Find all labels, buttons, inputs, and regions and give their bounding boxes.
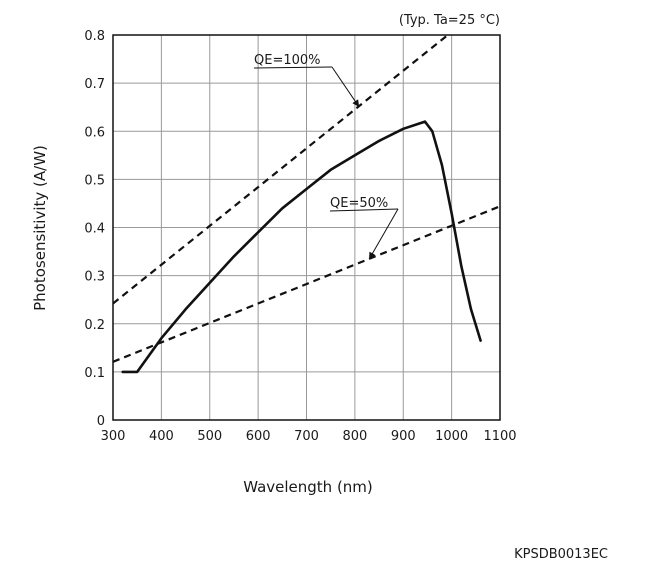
- x-tick-label: 800: [342, 429, 367, 444]
- y-tick-label: 0: [97, 414, 105, 429]
- photosensitivity-curve: [121, 120, 482, 374]
- x-tick-label: 400: [149, 429, 174, 444]
- x-tick-label: 500: [197, 429, 222, 444]
- x-axis-title: Wavelength (nm): [243, 478, 373, 496]
- x-tick-label: 700: [294, 429, 319, 444]
- y-tick-label: 0.8: [84, 29, 105, 44]
- plot-frame: [112, 34, 501, 421]
- x-tick-label: 1100: [483, 429, 516, 444]
- annotation-label: QE=50%: [330, 196, 388, 211]
- x-tick-label: 600: [246, 429, 271, 444]
- y-tick-label: 0.4: [84, 222, 105, 237]
- y-tick-label: 0.3: [84, 270, 105, 285]
- qe-100-line: [113, 35, 450, 305]
- y-tick-label: 0.1: [84, 366, 105, 381]
- annotation-leader: [368, 208, 399, 260]
- figure-code: KPSDB0013EC: [514, 547, 608, 562]
- y-tick-labels: 0 0.1 0.2 0.3 0.4 0.5 0.6 0.7 0.8: [84, 29, 105, 429]
- annotation-label: QE=100%: [254, 53, 321, 68]
- condition-note: (Typ. Ta=25 °C): [399, 13, 500, 28]
- annotations: QE=100% QE=50%: [253, 53, 399, 260]
- x-tick-label: 900: [391, 429, 416, 444]
- x-tick-label: 300: [101, 429, 126, 444]
- x-tick-labels: 300 400 500 600 700 800 900 1000 1100: [101, 429, 517, 444]
- series-layer: [113, 35, 500, 374]
- y-axis-title: Photosensitivity (A/W): [31, 145, 49, 311]
- y-tick-label: 0.5: [84, 173, 105, 188]
- y-tick-label: 0.7: [84, 77, 105, 92]
- annotation-leader: [331, 66, 360, 108]
- x-tick-label: 1000: [435, 429, 468, 444]
- qe-50-line: [113, 205, 500, 363]
- y-tick-label: 0.2: [84, 318, 105, 333]
- grid: [112, 34, 501, 421]
- annotation-underline: [329, 208, 399, 212]
- annotation-underline: [253, 66, 333, 69]
- y-tick-label: 0.6: [84, 125, 105, 140]
